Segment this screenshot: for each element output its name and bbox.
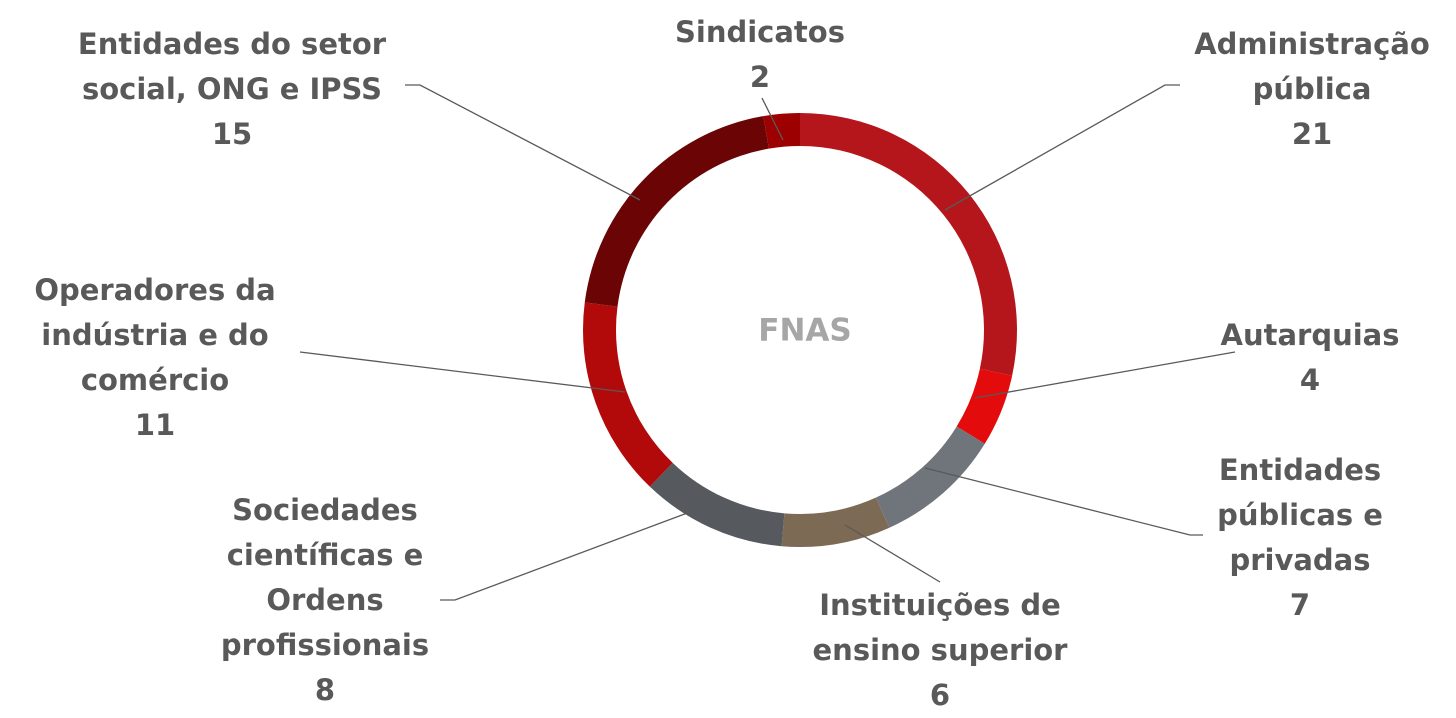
category-label: Instituições de ensino superior [812,588,1068,667]
value-label: 4 [1299,363,1321,397]
category-label: Sociedades científicas e Ordens profissi… [220,493,430,662]
slice-label: Instituições de ensino superior 6 [790,583,1090,718]
center-label: FNAS [758,313,851,349]
value-label: 8 [314,673,336,707]
value-label: 15 [211,117,253,151]
slice [956,368,1013,444]
slice-label: Entidades do setor social, ONG e IPSS 15 [52,22,412,157]
slice [875,426,985,528]
slice [763,113,800,149]
slice-label: Autarquias 4 [1200,313,1420,403]
category-label: Entidades do setor social, ONG e IPSS [77,27,387,106]
value-label: 7 [1289,588,1311,622]
slices [583,113,1018,547]
category-label: Autarquias [1220,318,1400,352]
value-label: 11 [134,408,176,442]
leader-line [844,524,941,583]
slice-label: Sindicatos 2 [630,10,890,100]
category-label: Sindicatos [675,15,845,49]
category-label: Operadores da indústria e do comércio [34,273,276,397]
slice-label: Sociedades científicas e Ordens profissi… [200,488,450,713]
value-label: 21 [1291,117,1333,151]
leader-line [924,467,1203,536]
slice [781,497,890,547]
slice-label: Administração pública 21 [1170,22,1455,157]
leader-line [405,84,641,201]
category-label: Entidades públicas e privadas [1217,453,1383,577]
leader-line [944,84,1180,211]
category-label: Administração pública [1194,27,1430,106]
leader-line [974,351,1236,399]
value-label: 6 [929,678,951,712]
leader-line [299,351,626,393]
slice [649,462,785,547]
leader-line [440,511,691,601]
slice [800,113,1018,376]
leader-line [761,97,784,141]
slice-label: Entidades públicas e privadas 7 [1200,448,1400,628]
value-label: 2 [749,60,771,94]
slice-label: Operadores da indústria e do comércio 11 [5,268,305,448]
slice [583,302,673,487]
slice [584,116,769,307]
